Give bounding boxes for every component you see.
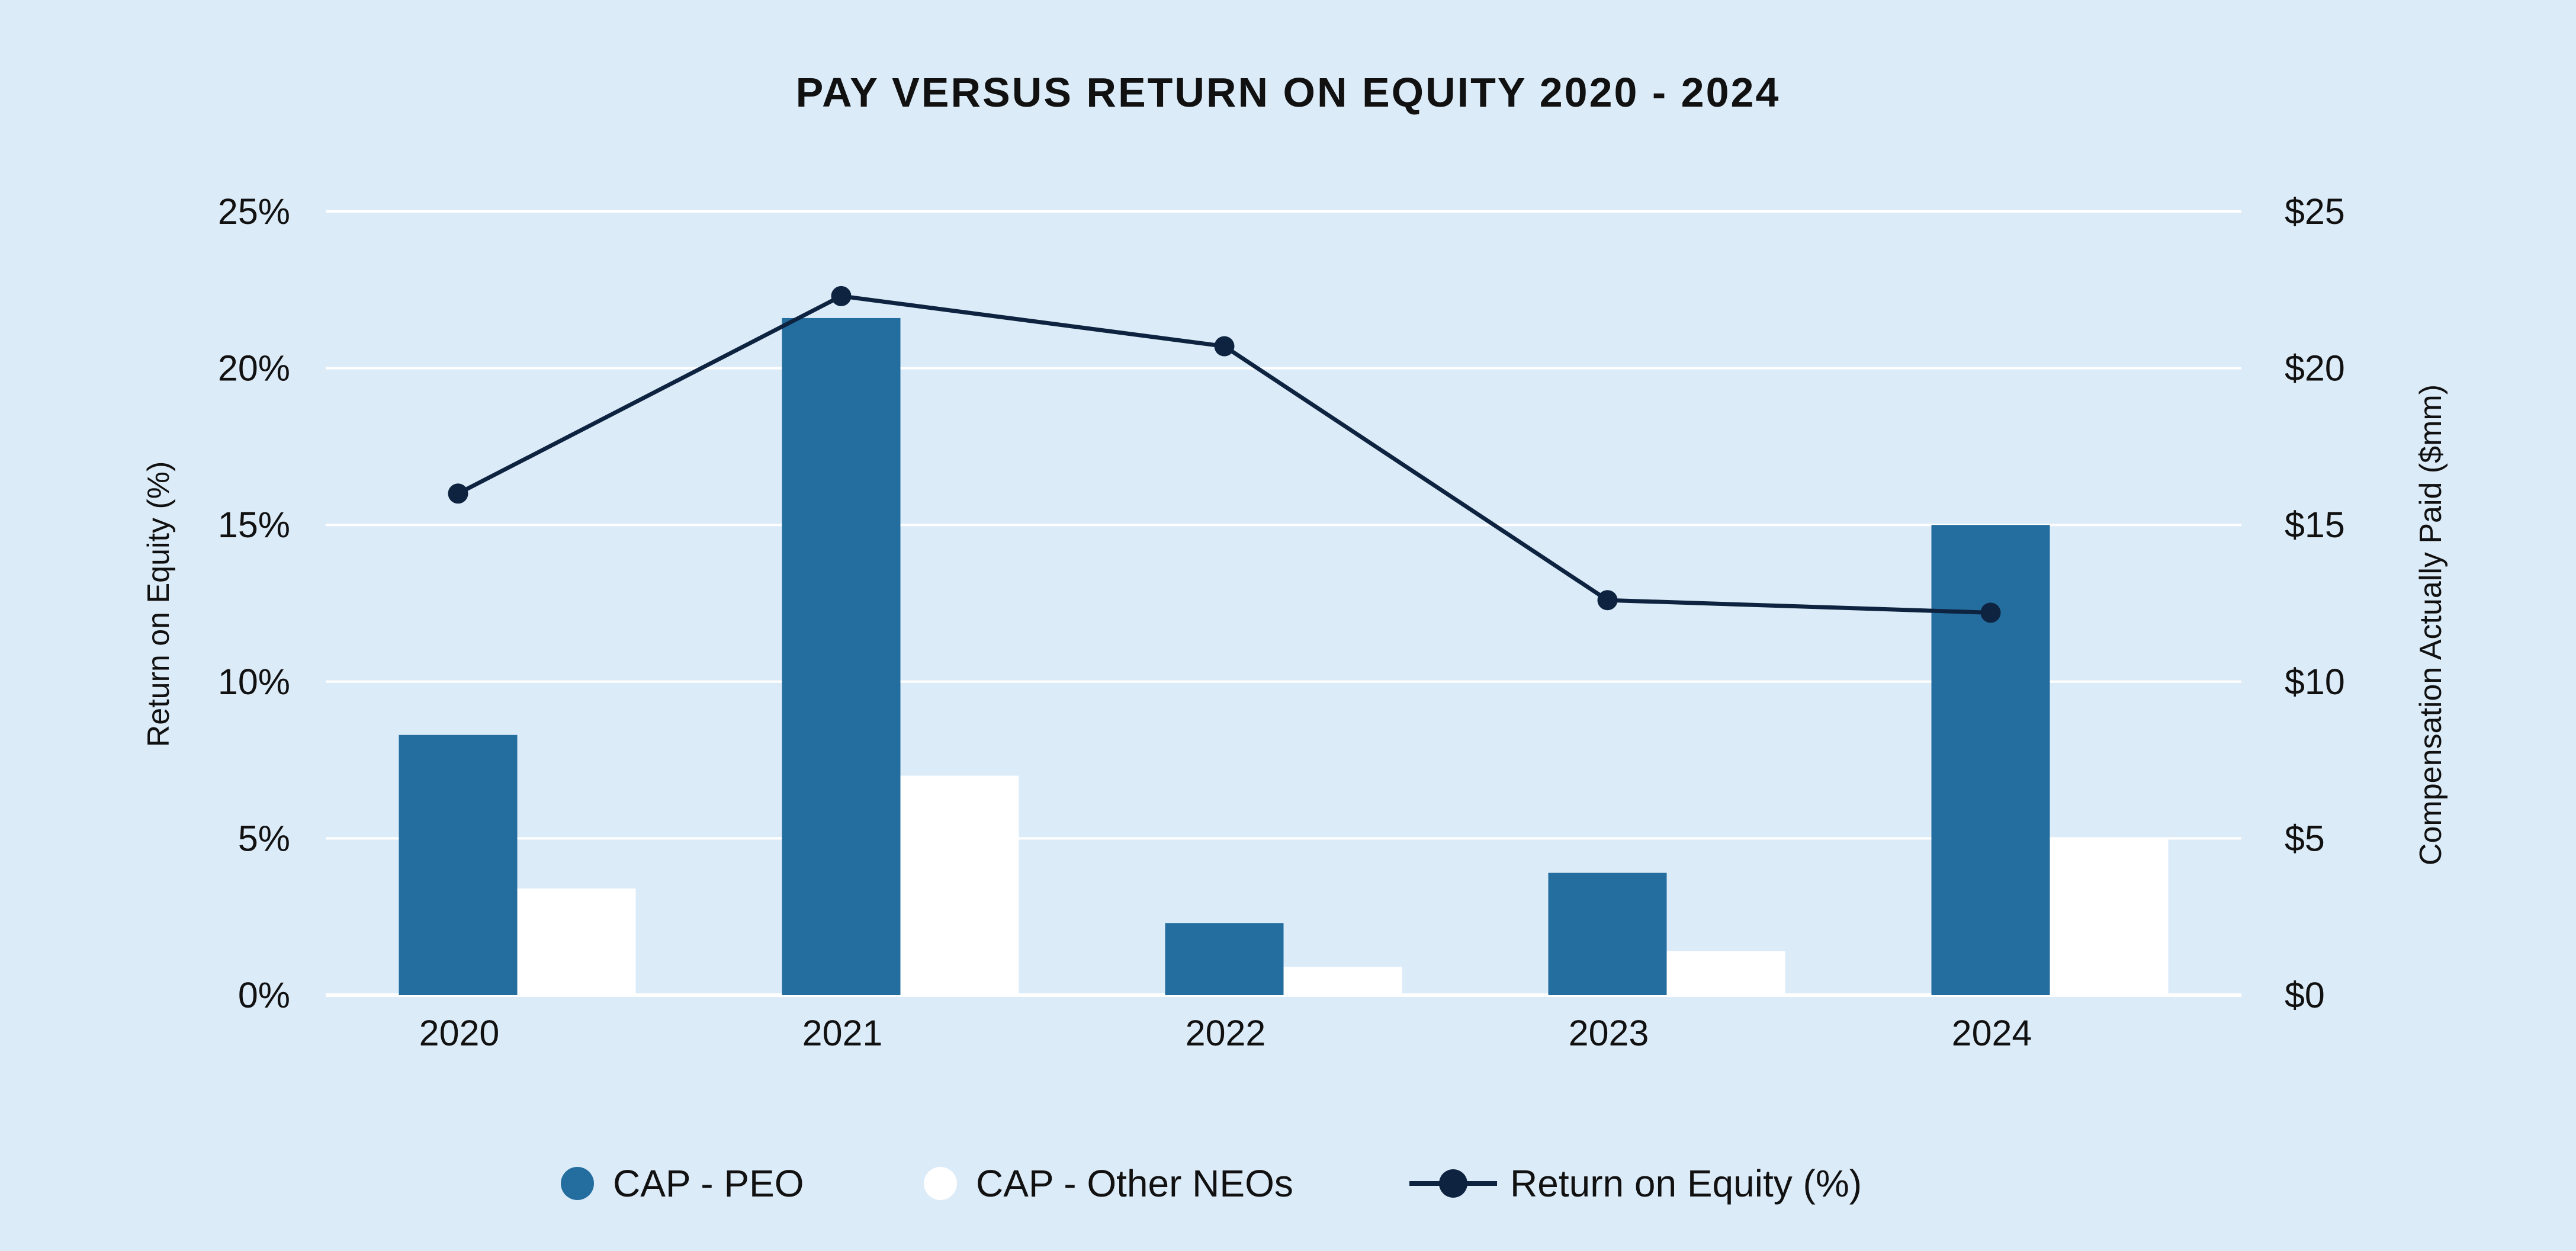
chart-title: PAY VERSUS RETURN ON EQUITY 2020 - 2024 [796,69,1781,116]
bar-cap-peo [399,734,518,995]
bar-cap-peo [782,317,901,995]
x-tick-label: 2024 [1952,1013,2032,1053]
left-tick-label: 10% [218,662,290,702]
bar-cap-peo [1931,525,2050,995]
x-tick-label: 2020 [419,1013,500,1053]
bars [399,317,2169,995]
bar-cap-other-neos [517,888,636,995]
roe-point [1980,602,2001,623]
roe-point [448,483,468,504]
bar-cap-peo [1548,873,1667,995]
left-tick-label: 20% [218,348,290,389]
legend-peo-label: CAP - PEO [613,1162,804,1205]
legend-roe-marker [1439,1169,1467,1198]
roe-point [1214,336,1235,357]
bar-cap-other-neos [900,775,1019,995]
x-tick-label: 2021 [802,1013,883,1053]
x-tick-label: 2023 [1569,1013,1649,1053]
roe-point [831,286,852,306]
right-tick-label: $10 [2285,662,2345,702]
bar-cap-peo [1165,923,1284,995]
right-tick-label: $5 [2285,818,2325,858]
right-axis-ticks: $0 $5 $10 $15 $20 $25 [2285,191,2345,1015]
x-tick-label: 2022 [1186,1013,1266,1053]
left-tick-label: 25% [218,191,290,232]
left-axis-label: Return on Equity (%) [142,461,176,748]
legend: CAP - PEO CAP - Other NEOs Return on Equ… [561,1162,1862,1205]
right-tick-label: $25 [2285,191,2345,232]
legend-peo-swatch [561,1167,594,1200]
right-tick-label: $15 [2285,505,2345,545]
right-axis-label: Compensation Actually Paid ($mm) [2414,384,2448,865]
bar-cap-other-neos [1666,951,1785,995]
right-tick-label: $0 [2285,975,2325,1015]
bar-cap-other-neos [1283,967,1402,995]
roe-point [1597,590,1618,611]
x-axis-ticks: 2020 2021 2022 2023 2024 [419,1013,2032,1053]
left-tick-label: 15% [218,505,290,545]
bar-cap-other-neos [2050,838,2169,995]
right-tick-label: $20 [2285,348,2345,389]
roe-line-series [448,286,2001,623]
legend-other-neos-label: CAP - Other NEOs [976,1162,1293,1205]
left-tick-label: 5% [238,818,290,858]
legend-other-neos-swatch [924,1167,957,1200]
left-axis-ticks: 0% 5% 10% 15% 20% 25% [218,191,290,1015]
legend-roe-label: Return on Equity (%) [1510,1162,1862,1205]
left-tick-label: 0% [238,975,290,1015]
gridlines [326,210,2241,997]
